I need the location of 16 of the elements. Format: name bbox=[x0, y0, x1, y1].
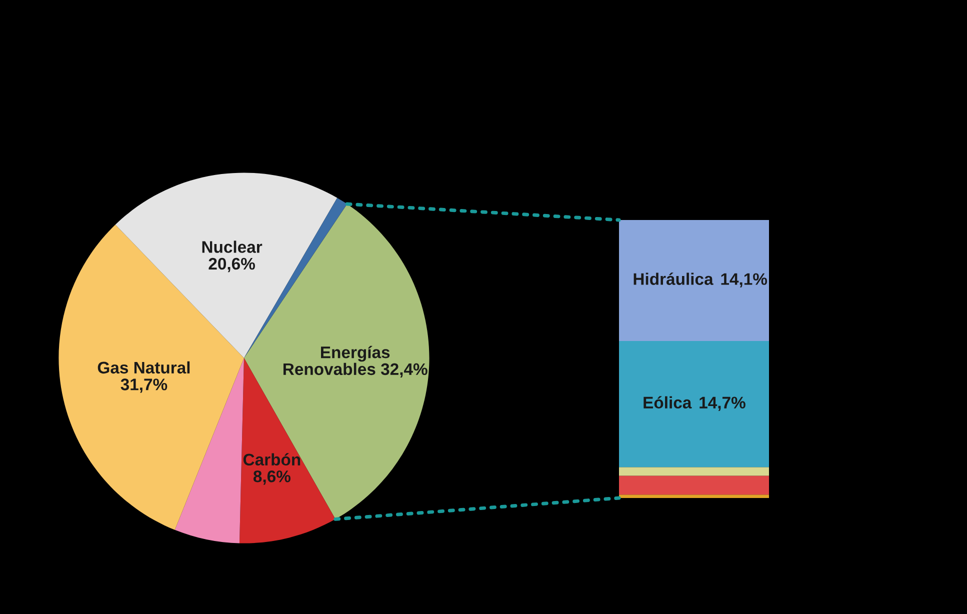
data-label: 20,6% bbox=[208, 258, 255, 272]
bar bbox=[619, 494, 769, 498]
slice-label: Carbón bbox=[243, 453, 300, 466]
series-label: Eólica bbox=[644, 396, 692, 409]
data-label: 14,1% bbox=[721, 273, 768, 288]
slice-label: Nuclear bbox=[202, 240, 262, 253]
bar bbox=[619, 467, 769, 476]
data-label: 14,7% bbox=[700, 396, 746, 411]
bar bbox=[619, 476, 769, 495]
series-label: Hidráulica bbox=[634, 272, 714, 285]
bar bbox=[619, 340, 769, 468]
data-label: 8,6% bbox=[253, 470, 291, 485]
slice-label: Energías Renovables 32,4% bbox=[284, 346, 428, 378]
slice-label: Gas Natural bbox=[98, 361, 190, 374]
bar bbox=[619, 220, 769, 341]
data-label: 31,7% bbox=[120, 378, 168, 393]
